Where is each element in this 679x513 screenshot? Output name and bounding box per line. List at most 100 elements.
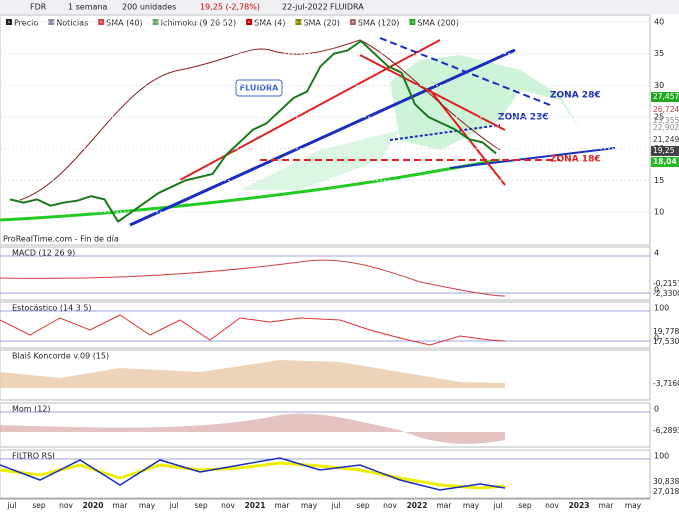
- panel-tick: 100: [654, 452, 669, 461]
- y-tick-label: 25: [654, 113, 664, 122]
- toolbar-item: FLUIDRA: [330, 3, 364, 12]
- panel-title: Mom (12): [12, 405, 51, 414]
- panel-value: -0,2157: [653, 279, 679, 288]
- y-tick-label: 10: [654, 208, 664, 217]
- legend-swatch: [152, 19, 159, 25]
- annotation: ZONA 23€: [498, 113, 549, 123]
- panel-title: Blaiš Koncorde v.09 (15): [12, 351, 109, 361]
- price-label: 19,25: [653, 146, 675, 155]
- toolbar-item: FDR: [30, 3, 47, 12]
- rsi-filter: [0, 461, 506, 490]
- x-tick-label: may: [139, 501, 156, 510]
- sma-200: [0, 158, 501, 222]
- y-tick-label: 35: [654, 49, 664, 58]
- panel-value: 19,778: [653, 327, 679, 336]
- legend-item: SMA (200): [417, 19, 459, 28]
- trendline: [449, 147, 616, 169]
- price-label: 26,724: [653, 105, 679, 114]
- x-tick-label: mar: [275, 501, 291, 510]
- main-panel: [0, 14, 651, 246]
- resistance-line: [379, 37, 551, 106]
- panel-value: 17,530: [653, 337, 679, 346]
- price-label: 18,04: [653, 157, 677, 166]
- x-tick-label: sep: [518, 501, 532, 510]
- panel-title: Estocástico (14 3 5): [12, 304, 92, 313]
- price-label-bg: [651, 157, 679, 167]
- indicator-panel: [0, 449, 651, 499]
- panel-tick: 0: [654, 286, 659, 295]
- legend-item: Ichimoku (9 26 52): [161, 19, 237, 28]
- legend-item: SMA (120): [358, 19, 400, 28]
- toolbar-item: 19,25 (-2,78%): [200, 3, 260, 12]
- annotation-box: [235, 79, 283, 97]
- x-tick-label: nov: [545, 501, 559, 510]
- x-tick-label: jul: [331, 501, 341, 510]
- panel-value: 30,838: [653, 477, 679, 486]
- panel-value: 27,018: [653, 487, 679, 496]
- annotation: ZONA 28€: [550, 91, 601, 101]
- price-label-bg: [651, 146, 679, 156]
- y-tick-label: 30: [654, 81, 664, 90]
- x-tick-label: may: [301, 501, 318, 510]
- legend-swatch: [295, 19, 302, 25]
- panel-tick: 100: [654, 304, 669, 313]
- panel-tick: 0: [654, 405, 659, 414]
- toolbar: [0, 0, 679, 14]
- toolbar-item: 22-jul-2022: [282, 3, 328, 12]
- price-label: 23,355: [653, 116, 679, 125]
- x-tick-label: mar: [113, 501, 129, 510]
- y-tick-label: 15: [654, 176, 664, 185]
- x-tick-label: mar: [599, 501, 615, 510]
- panel-title: FILTRO RSI: [12, 452, 55, 461]
- legend-item: SMA (20): [303, 19, 339, 28]
- ichimoku-lagging: [19, 39, 501, 201]
- koncorde: [0, 360, 505, 388]
- legend-item: SMA (40): [106, 19, 142, 28]
- panel-value: -6,2893: [653, 426, 679, 435]
- trendline: [129, 48, 516, 227]
- panel-tick: 0: [654, 334, 659, 343]
- price-label-bg: [651, 92, 679, 102]
- x-tick-label: jul: [169, 501, 179, 510]
- indicator-panel: [0, 301, 651, 349]
- x-tick-label: jul: [493, 501, 503, 510]
- price-label: 27,457: [653, 92, 679, 101]
- ichimoku-cloud: [390, 55, 580, 150]
- legend-item: SMA (4): [254, 19, 285, 28]
- toolbar-item: 200 unidades: [122, 3, 176, 12]
- stochastic: [0, 314, 506, 346]
- x-tick-label: sep: [356, 501, 370, 510]
- x-tick-label: nov: [383, 501, 397, 510]
- legend-item: Precio: [14, 19, 38, 28]
- toolbar-item: 1 semana: [68, 3, 107, 12]
- x-tick-label: sep: [32, 501, 46, 510]
- legend-item: Noticias: [56, 19, 88, 28]
- indicator-panel: [0, 246, 651, 301]
- panel-title: MACD (12 26 9): [12, 249, 75, 258]
- panel-value: -3,7160: [653, 379, 679, 388]
- macd-line: [0, 259, 506, 297]
- x-tick-label: sep: [194, 501, 208, 510]
- x-tick-label: nov: [59, 501, 73, 510]
- x-tick-label: jul: [7, 501, 17, 510]
- x-tick-label: 2022: [407, 501, 428, 510]
- x-tick-label: nov: [221, 501, 235, 510]
- momentum: [0, 413, 505, 444]
- x-tick-label: 2020: [83, 501, 104, 510]
- panel-tick: 4: [654, 249, 659, 258]
- price-line: [9, 39, 497, 223]
- x-tick-label: 2021: [245, 501, 266, 510]
- rsi: [0, 457, 506, 491]
- source: ProRealTime.com - Fin de día: [3, 235, 119, 244]
- x-tick-label: may: [463, 501, 480, 510]
- price-label: 22,902: [653, 123, 679, 132]
- annotation: FLUIDRA: [240, 84, 280, 93]
- legend-swatch: [48, 19, 55, 25]
- x-tick-label: 2023: [569, 501, 590, 510]
- x-tick-label: may: [625, 501, 642, 510]
- trendline: [389, 124, 501, 141]
- x-tick-label: mar: [437, 501, 453, 510]
- price-label: 21,249: [653, 135, 679, 144]
- panel-value: -2,3300: [653, 289, 679, 298]
